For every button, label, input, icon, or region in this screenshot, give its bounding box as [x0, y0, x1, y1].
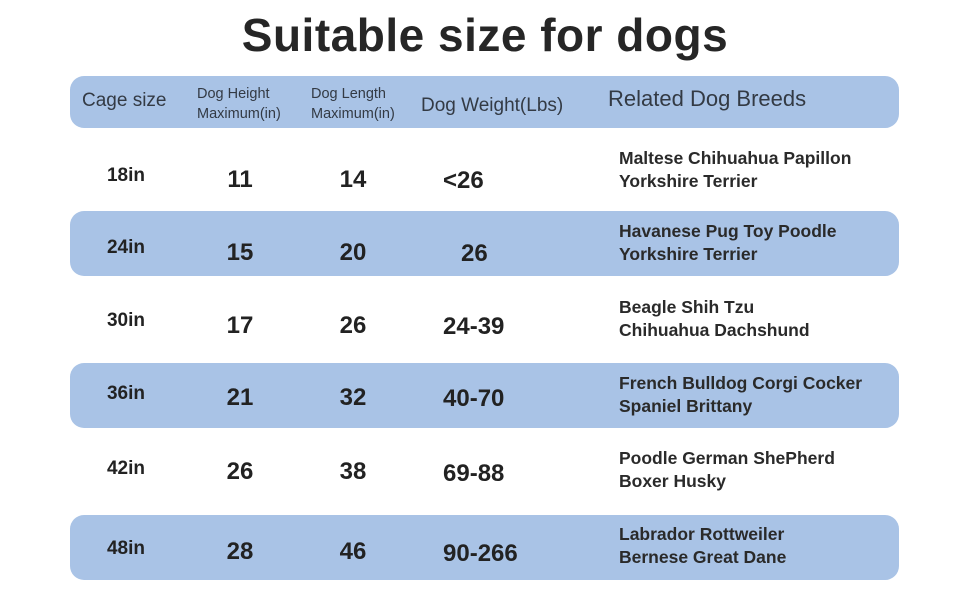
- header-dog-length-line2: Maximum(in): [311, 106, 395, 122]
- breeds-line2: Chihuahua Dachshund: [619, 320, 810, 340]
- dog-height-cell: 26: [226, 458, 254, 485]
- breeds-line1: Havanese Pug Toy Poodle: [619, 221, 837, 241]
- related-breeds-cell: Havanese Pug Toy Poodle Yorkshire Terrie…: [619, 220, 837, 266]
- breeds-line2: Yorkshire Terrier: [619, 244, 758, 264]
- header-dog-height: Dog Height Maximum(in): [197, 84, 281, 124]
- related-breeds-cell: French Bulldog Corgi Cocker Spaniel Brit…: [619, 372, 862, 418]
- related-breeds-cell: Labrador Rottweiler Bernese Great Dane: [619, 523, 786, 569]
- dog-height-cell: 11: [227, 166, 253, 193]
- cage-size-cell: 24in: [106, 237, 146, 258]
- cage-size-cell: 18in: [106, 165, 146, 186]
- header-dog-height-line1: Dog Height: [197, 86, 270, 102]
- dog-height-cell: 21: [226, 384, 254, 411]
- breeds-line1: Labrador Rottweiler: [619, 524, 785, 544]
- dog-length-cell: 20: [339, 239, 367, 266]
- dog-height-cell: 17: [226, 312, 254, 339]
- cage-size-cell: 42in: [106, 458, 146, 479]
- table-header-band: [70, 76, 899, 128]
- cage-size-cell: 36in: [106, 383, 146, 404]
- breeds-line2: Spaniel Brittany: [619, 396, 753, 416]
- dog-weight-cell: 40-70: [443, 385, 505, 412]
- header-dog-weight: Dog Weight(Lbs): [421, 95, 564, 116]
- header-related-breeds: Related Dog Breeds: [608, 86, 807, 111]
- related-breeds-cell: Poodle German ShePherd Boxer Husky: [619, 447, 835, 493]
- header-dog-height-line2: Maximum(in): [197, 106, 281, 122]
- breeds-line2: Yorkshire Terrier: [619, 171, 758, 191]
- page-title: Suitable size for dogs: [241, 9, 729, 61]
- header-cage-size: Cage size: [82, 90, 167, 111]
- breeds-line1: French Bulldog Corgi Cocker: [619, 373, 863, 393]
- breeds-line1: Poodle German ShePherd: [619, 448, 835, 468]
- dog-height-cell: 28: [226, 538, 254, 565]
- related-breeds-cell: Maltese Chihuahua Papillon Yorkshire Ter…: [619, 147, 851, 193]
- dog-length-cell: 26: [339, 312, 367, 339]
- header-dog-length: Dog Length Maximum(in): [311, 84, 395, 124]
- breeds-line2: Boxer Husky: [619, 471, 726, 491]
- dog-length-cell: 14: [339, 166, 367, 193]
- dog-weight-cell: 90-266: [443, 540, 518, 567]
- dog-length-cell: 32: [339, 384, 367, 411]
- dog-weight-cell: 69-88: [443, 460, 505, 487]
- dog-height-cell: 15: [226, 239, 254, 266]
- dog-length-cell: 46: [339, 538, 367, 565]
- cage-size-cell: 30in: [106, 310, 146, 331]
- row-band-24in: [70, 211, 899, 276]
- row-band-48in: [70, 515, 899, 580]
- dog-weight-cell: 26: [461, 240, 488, 267]
- cage-size-cell: 48in: [106, 538, 146, 559]
- row-band-36in: [70, 363, 899, 428]
- breeds-line1: Beagle Shih Tzu: [619, 297, 755, 317]
- dog-length-cell: 38: [339, 458, 367, 485]
- breeds-line2: Bernese Great Dane: [619, 547, 787, 567]
- header-dog-length-line1: Dog Length: [311, 86, 386, 102]
- related-breeds-cell: Beagle Shih Tzu Chihuahua Dachshund: [619, 296, 810, 342]
- dog-weight-cell: <26: [443, 167, 484, 194]
- breeds-line1: Maltese Chihuahua Papillon: [619, 148, 852, 168]
- dog-weight-cell: 24-39: [443, 313, 505, 340]
